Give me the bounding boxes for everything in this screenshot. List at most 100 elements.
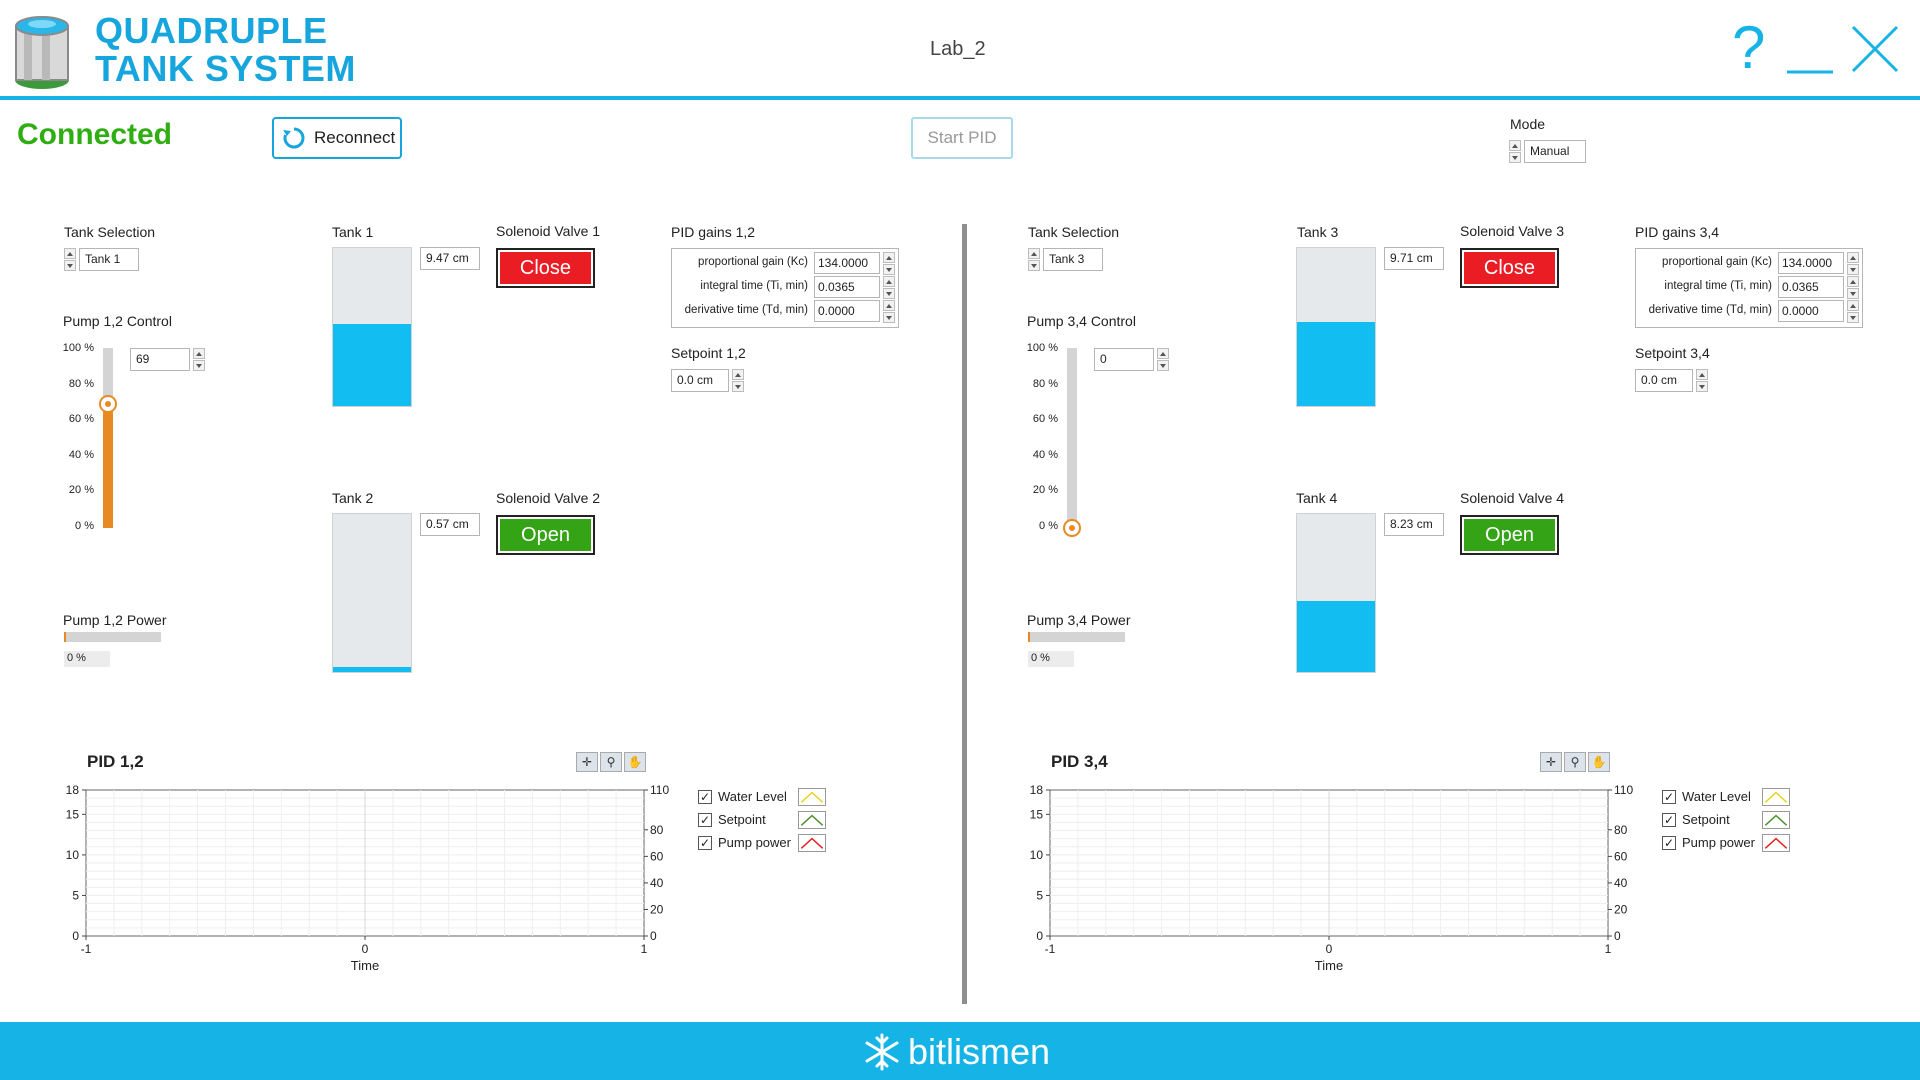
connection-status: Connected (17, 118, 173, 151)
setpoint-control[interactable]: 0.0 cm (671, 369, 744, 392)
legend-item[interactable]: ✓ Water Level (1662, 785, 1790, 808)
legend-checkbox[interactable]: ✓ (1662, 835, 1676, 850)
pan-hand-tool-icon[interactable]: ✋ (1588, 752, 1610, 772)
setpoint-input[interactable]: 0.0 cm (1635, 369, 1693, 392)
upper-valve-label: Solenoid Valve 3 (1460, 223, 1565, 239)
y-left-tick-label: 0 (1036, 929, 1043, 943)
pid-gain-label: derivative time (Td, min) (1648, 304, 1772, 316)
upper-tank-water (333, 323, 411, 406)
pid-gain-input[interactable]: 134.0000 (1778, 252, 1844, 274)
footer-bar (0, 1022, 1920, 1080)
legend-swatch[interactable] (798, 833, 826, 852)
setpoint-control[interactable]: 0.0 cm (1635, 369, 1708, 392)
zoom-tool-icon[interactable]: ⚲ (600, 752, 622, 772)
pid-gain-spinner[interactable] (1847, 300, 1859, 323)
minimize-icon[interactable] (1785, 40, 1835, 80)
close-window-icon[interactable] (1850, 24, 1900, 74)
lower-tank-label: Tank 2 (332, 490, 374, 506)
app-header (0, 0, 1920, 100)
pid-gains-table: proportional gain (Kc) 134.0000 integral… (671, 248, 899, 328)
pump-value-spinner[interactable] (1157, 348, 1169, 371)
y-left-tick-label: 5 (1036, 888, 1043, 902)
upper-tank-level-value: 9.47 cm (420, 247, 480, 270)
legend-swatch[interactable] (1762, 833, 1790, 852)
pid-gain-row: derivative time (Td, min) 0.0000 (1636, 300, 1862, 323)
pump-value-input[interactable]: 69 (130, 348, 190, 371)
upper-valve-close-button[interactable]: Close (1460, 248, 1559, 288)
y-left-tick-label: 5 (72, 888, 79, 902)
chart-toolbar: ✛ ⚲ ✋ (1540, 752, 1610, 772)
help-icon[interactable]: ? (1728, 14, 1768, 81)
upper-valve-close-button[interactable]: Close (496, 248, 595, 288)
pump-slider-knob[interactable] (99, 394, 117, 413)
pump-value-spinner[interactable] (193, 348, 205, 371)
pid-gains-table: proportional gain (Kc) 134.0000 integral… (1635, 248, 1863, 328)
pump-power-fill (64, 632, 66, 642)
legend-item[interactable]: ✓ Setpoint (1662, 808, 1790, 831)
pid-gain-row: proportional gain (Kc) 134.0000 (1636, 252, 1862, 275)
legend-swatch[interactable] (1762, 810, 1790, 829)
pump-slider-knob[interactable] (1063, 519, 1081, 537)
pump-value-control[interactable]: 0 (1094, 348, 1169, 371)
tank-selection-control[interactable]: Tank 3 (1028, 248, 1103, 271)
legend-checkbox[interactable]: ✓ (1662, 812, 1676, 827)
crosshair-tool-icon[interactable]: ✛ (576, 752, 598, 772)
pid-gain-input[interactable]: 0.0365 (814, 276, 880, 298)
setpoint-spinner[interactable] (1696, 369, 1708, 392)
mode-value[interactable]: Manual (1524, 140, 1586, 163)
legend-item[interactable]: ✓ Pump power (698, 831, 826, 854)
lower-valve-open-button[interactable]: Open (496, 515, 595, 555)
lower-tank-level-value: 0.57 cm (420, 513, 480, 536)
start-pid-button[interactable]: Start PID (911, 117, 1013, 159)
legend-swatch[interactable] (798, 787, 826, 806)
mode-spinner[interactable] (1509, 140, 1521, 163)
pump-control-label: Pump 1,2 Control (63, 313, 172, 329)
pid-gain-spinner[interactable] (1847, 252, 1859, 275)
pan-hand-tool-icon[interactable]: ✋ (624, 752, 646, 772)
chart-title: PID 3,4 (1051, 752, 1108, 771)
upper-valve-label: Solenoid Valve 1 (496, 223, 601, 239)
legend-checkbox[interactable]: ✓ (698, 812, 712, 827)
reconnect-button[interactable]: Reconnect (272, 117, 402, 159)
pid-gain-label: derivative time (Td, min) (684, 304, 808, 316)
pid-gain-input[interactable]: 134.0000 (814, 252, 880, 274)
pump-scale-tick: 0 % (1039, 520, 1058, 532)
lower-tank-label: Tank 4 (1296, 490, 1338, 506)
legend-swatch[interactable] (798, 810, 826, 829)
pump-slider-track[interactable] (1067, 348, 1077, 528)
pid-gain-input[interactable]: 0.0000 (1778, 300, 1844, 322)
crosshair-tool-icon[interactable]: ✛ (1540, 752, 1562, 772)
pump-value-control[interactable]: 69 (130, 348, 205, 371)
pump-scale-tick: 80 % (1032, 377, 1058, 390)
legend-item[interactable]: ✓ Pump power (1662, 831, 1790, 854)
pid-gain-label: proportional gain (Kc) (1662, 256, 1772, 268)
setpoint-input[interactable]: 0.0 cm (671, 369, 729, 392)
pid-gain-input[interactable]: 0.0365 (1778, 276, 1844, 298)
mode-selector[interactable]: Manual (1509, 140, 1586, 163)
pid-gain-input[interactable]: 0.0000 (814, 300, 880, 322)
legend-checkbox[interactable]: ✓ (698, 835, 712, 850)
pump-slider-track[interactable] (103, 348, 113, 528)
pid-gain-spinner[interactable] (1847, 276, 1859, 299)
setpoint-label: Setpoint 3,4 (1635, 345, 1710, 361)
pid-gain-spinner[interactable] (883, 276, 895, 299)
lower-valve-open-button[interactable]: Open (1460, 515, 1559, 555)
tank-selection-spinner[interactable] (64, 248, 76, 271)
y-left-tick-label: 18 (1030, 783, 1044, 797)
pump-value-input[interactable]: 0 (1094, 348, 1154, 371)
legend-checkbox[interactable]: ✓ (698, 789, 712, 804)
pid-gain-spinner[interactable] (883, 300, 895, 323)
tank-selection-value[interactable]: Tank 1 (79, 248, 139, 271)
legend-item[interactable]: ✓ Setpoint (698, 808, 826, 831)
setpoint-spinner[interactable] (732, 369, 744, 392)
pump-power-label: Pump 3,4 Power (1027, 612, 1131, 628)
zoom-tool-icon[interactable]: ⚲ (1564, 752, 1586, 772)
pid-gain-spinner[interactable] (883, 252, 895, 275)
tank-selection-control[interactable]: Tank 1 (64, 248, 139, 271)
legend-item[interactable]: ✓ Water Level (698, 785, 826, 808)
tank-selection-value[interactable]: Tank 3 (1043, 248, 1103, 271)
tank-selection-spinner[interactable] (1028, 248, 1040, 271)
legend-swatch[interactable] (1762, 787, 1790, 806)
legend-checkbox[interactable]: ✓ (1662, 789, 1676, 804)
